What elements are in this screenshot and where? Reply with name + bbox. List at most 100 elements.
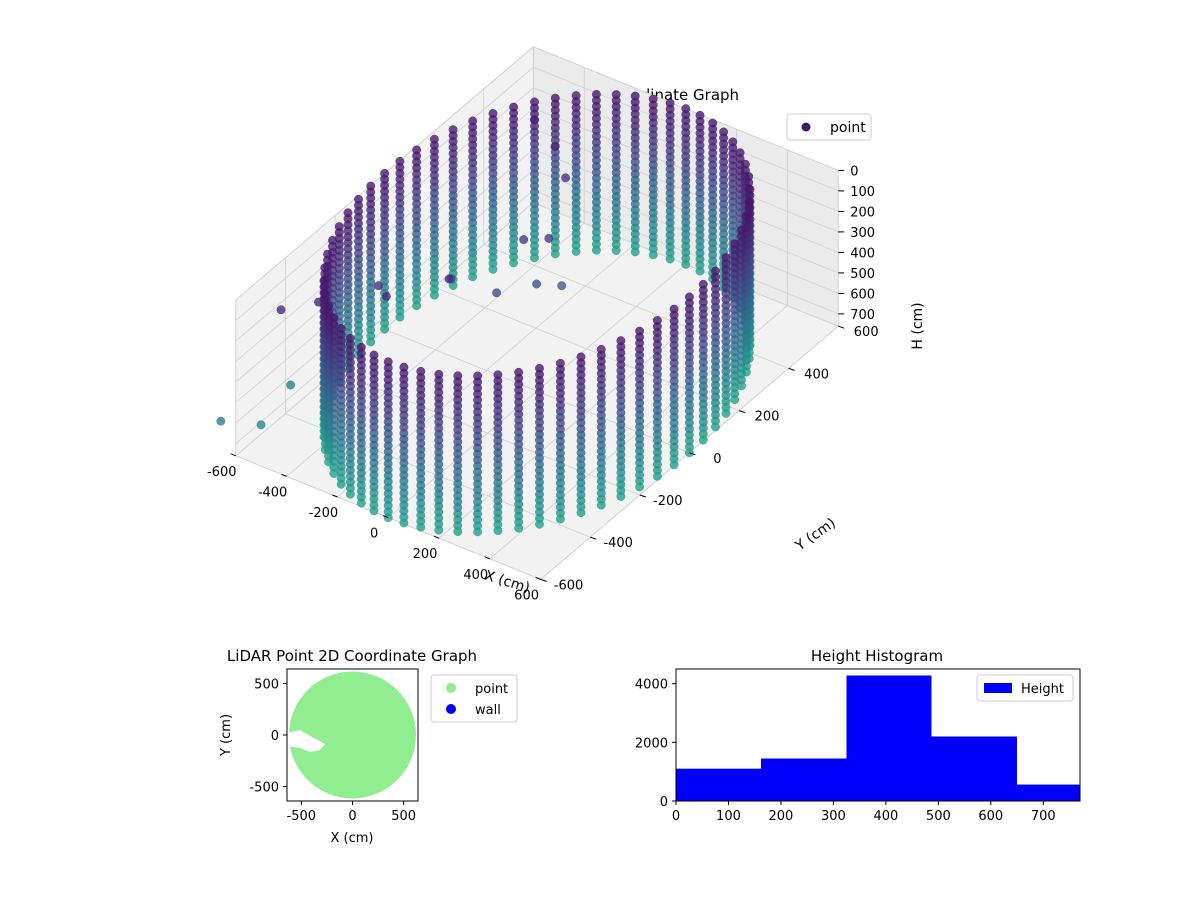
lidar-point bbox=[276, 305, 286, 315]
z-tick-label: 100 bbox=[850, 185, 875, 200]
lidar-point bbox=[556, 514, 565, 524]
x-tick-mark bbox=[332, 494, 338, 498]
x-tick-label: -400 bbox=[258, 485, 288, 500]
x-tick-label: 700 bbox=[1031, 809, 1056, 824]
y-tick-mark bbox=[738, 410, 746, 414]
x-tick-label: 300 bbox=[821, 809, 846, 824]
z-tick-label: 500 bbox=[850, 267, 875, 282]
x-tick-label: 200 bbox=[769, 809, 794, 824]
lidar-point bbox=[530, 253, 539, 263]
lidar-point bbox=[711, 422, 720, 432]
chart2d-legend-marker-wall bbox=[446, 704, 456, 714]
x-tick-label: 500 bbox=[391, 809, 416, 824]
chart2d-gap bbox=[287, 730, 325, 752]
lidar-point bbox=[648, 250, 658, 260]
lidar-point bbox=[653, 471, 662, 481]
lidar-point bbox=[611, 245, 621, 255]
x-tick-mark bbox=[433, 535, 440, 539]
hist-legend-swatch bbox=[984, 683, 1012, 693]
lidar-point bbox=[381, 291, 391, 301]
lidar-point bbox=[492, 288, 501, 298]
lidar-point bbox=[380, 324, 389, 334]
lidar-point bbox=[514, 523, 524, 533]
chart3d-legend: point bbox=[786, 113, 872, 141]
y-tick-label: -500 bbox=[249, 781, 279, 796]
lidar-point bbox=[635, 482, 644, 492]
lidar-point bbox=[399, 518, 409, 528]
x-tick-mark bbox=[484, 556, 490, 560]
y-tick-label: 500 bbox=[254, 677, 279, 692]
lidar-point bbox=[557, 281, 567, 291]
hist-title: Height Histogram bbox=[811, 647, 943, 665]
lidar-point bbox=[444, 274, 454, 284]
lidar-point bbox=[561, 173, 570, 183]
lidar-point bbox=[665, 254, 675, 264]
chart2d-legend-label-wall: wall bbox=[475, 703, 501, 718]
z-tick-label: 0 bbox=[850, 164, 858, 179]
hist-bar bbox=[761, 758, 847, 801]
x-tick-label: -600 bbox=[207, 465, 237, 480]
hist-legend: Height bbox=[976, 674, 1074, 702]
lidar-point bbox=[550, 249, 560, 259]
lidar-point bbox=[519, 235, 529, 245]
lidar-point bbox=[535, 519, 544, 529]
y-tick-label: 600 bbox=[854, 325, 879, 340]
chart2d-legend: point wall bbox=[430, 674, 518, 723]
chart2d-legend-marker-point bbox=[446, 683, 456, 693]
lidar-point bbox=[434, 525, 444, 535]
y-tick-mark bbox=[639, 494, 646, 498]
x-tick-label: 500 bbox=[926, 809, 951, 824]
lidar-point bbox=[592, 245, 601, 255]
y-tick-label: 4000 bbox=[635, 678, 668, 693]
lidar-point bbox=[550, 142, 560, 152]
y-tick-mark bbox=[590, 536, 597, 540]
hist-bar bbox=[931, 736, 1017, 801]
z-tick-label: 700 bbox=[850, 308, 875, 323]
hist-legend-box bbox=[976, 674, 1074, 702]
lidar-3d-chart: LiDAR Point 3D Coordinate Graph -600-400… bbox=[207, 45, 926, 603]
x-tick-mark bbox=[230, 453, 236, 457]
hist-ticks: 0 100 200 300 400 500 600 700 0 2000 4000 bbox=[635, 678, 1056, 824]
lidar-point bbox=[412, 301, 421, 311]
lidar-point bbox=[329, 469, 339, 478]
lidar-point bbox=[544, 233, 554, 243]
y-tick-label: 400 bbox=[804, 367, 829, 382]
x-tick-label: 600 bbox=[514, 588, 539, 603]
hist-bar bbox=[676, 768, 761, 801]
lidar-point bbox=[395, 312, 405, 322]
x-tick-label: 100 bbox=[716, 809, 741, 824]
lidar-point bbox=[453, 527, 463, 536]
z-tick-label: 200 bbox=[850, 205, 875, 220]
chart3d-axes: -600 -400 -200 0 200 400 600 -600 -400 -200 0 200 40… bbox=[207, 164, 879, 603]
z-tick-label: 400 bbox=[850, 246, 875, 261]
y-tick-label: -200 bbox=[653, 494, 683, 509]
lidar-point bbox=[493, 526, 503, 535]
lidar-2d-chart: LiDAR Point 2D Coordinate Graph -500 0 500… bbox=[219, 647, 518, 846]
lidar-point bbox=[530, 115, 539, 125]
lidar-point bbox=[256, 420, 266, 430]
x-tick-mark bbox=[535, 576, 541, 580]
y-tick-label: 0 bbox=[713, 452, 721, 467]
lidar-point bbox=[336, 479, 346, 489]
chart3d-zlabel: H (cm) bbox=[910, 302, 926, 349]
chart2d-ylabel: Y (cm) bbox=[219, 714, 234, 757]
chart3d-legend-marker bbox=[801, 122, 811, 132]
y-tick-label: -400 bbox=[603, 536, 633, 551]
y-tick-mark bbox=[788, 367, 795, 371]
height-histogram: Height Histogram 0 100 200 300 400 500 600 7000… bbox=[635, 647, 1081, 824]
y-tick-label: 200 bbox=[755, 410, 780, 425]
lidar-point bbox=[698, 435, 708, 445]
lidar-point bbox=[681, 259, 691, 269]
x-tick-label: 400 bbox=[873, 809, 898, 824]
chart2d-point-region bbox=[289, 671, 416, 799]
lidar-point bbox=[488, 264, 498, 274]
lidar-point bbox=[730, 395, 740, 404]
y-tick-label: 2000 bbox=[635, 736, 668, 751]
y-tick-mark bbox=[689, 452, 696, 456]
lidar-point bbox=[356, 498, 366, 508]
lidar-point bbox=[532, 279, 541, 289]
y-tick-label: -600 bbox=[554, 578, 584, 593]
lidar-point bbox=[286, 380, 295, 390]
chart2d-ticks: -500 0 500 -500 0 500 bbox=[249, 677, 416, 824]
